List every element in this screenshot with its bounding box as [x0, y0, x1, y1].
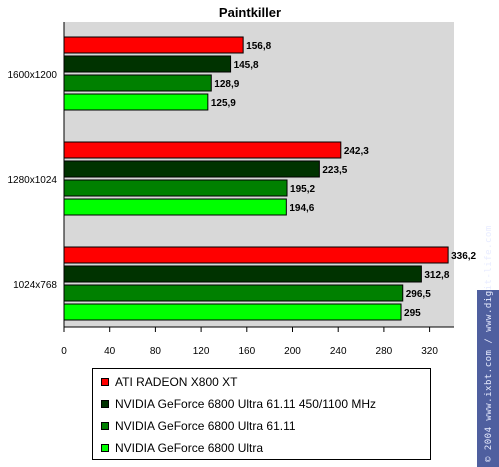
legend-label: NVIDIA GeForce 6800 Ultra 61.11 450/1100… [115, 397, 377, 411]
legend-label: ATI RADEON X800 XT [115, 375, 238, 389]
bar [63, 160, 320, 178]
data-label: 145,8 [234, 60, 259, 71]
data-label: 295 [404, 308, 421, 319]
bar [63, 179, 288, 197]
legend-label: NVIDIA GeForce 6800 Ultra [115, 441, 264, 455]
legend-swatch [101, 378, 109, 386]
x-tick-label: 320 [421, 346, 438, 357]
data-label: 125,9 [211, 98, 236, 109]
legend-item: NVIDIA GeForce 6800 Ultra 61.11 450/1100… [101, 395, 376, 413]
legend-swatch [101, 400, 109, 408]
bar [63, 303, 402, 321]
watermark-band [477, 290, 499, 467]
data-label: 195,2 [290, 184, 315, 195]
data-label: 223,5 [322, 165, 347, 176]
watermark-text: © 2004 www.ixbt.com / www.digit-life.com [484, 225, 494, 462]
data-label: 128,9 [214, 79, 239, 90]
legend-item: NVIDIA GeForce 6800 Ultra [101, 439, 263, 457]
x-tick-label: 120 [193, 346, 210, 357]
legend-label: NVIDIA GeForce 6800 Ultra 61.11 [115, 419, 296, 433]
x-tick-label: 240 [330, 346, 347, 357]
data-label: 194,6 [289, 203, 314, 214]
category-label: 1280x1024 [8, 175, 58, 186]
x-tick-label: 160 [238, 346, 255, 357]
legend-item: ATI RADEON X800 XT [101, 373, 237, 391]
category-label: 1600x1200 [8, 70, 58, 81]
x-tick-label: 40 [104, 346, 116, 357]
data-label: 242,3 [344, 146, 369, 157]
x-tick-label: 200 [284, 346, 301, 357]
x-tick-label: 280 [376, 346, 393, 357]
legend: ATI RADEON X800 XT NVIDIA GeForce 6800 U… [92, 368, 431, 460]
bar [63, 141, 342, 159]
bar [63, 93, 209, 111]
bar [63, 55, 232, 73]
data-label: 336,2 [451, 251, 476, 262]
legend-swatch [101, 444, 109, 452]
bar [63, 198, 287, 216]
bar [63, 74, 212, 92]
chart-title: Paintkiller [219, 5, 281, 20]
legend-swatch [101, 422, 109, 430]
x-tick-label: 80 [150, 346, 162, 357]
bar [63, 36, 244, 54]
data-label: 156,8 [246, 41, 271, 52]
bar [63, 246, 449, 264]
bar [63, 284, 404, 302]
data-label: 296,5 [406, 289, 431, 300]
data-label: 312,8 [424, 270, 449, 281]
category-label: 1024x768 [13, 280, 57, 291]
bar [63, 265, 422, 283]
legend-item: NVIDIA GeForce 6800 Ultra 61.11 [101, 417, 296, 435]
x-tick-label: 0 [61, 346, 67, 357]
